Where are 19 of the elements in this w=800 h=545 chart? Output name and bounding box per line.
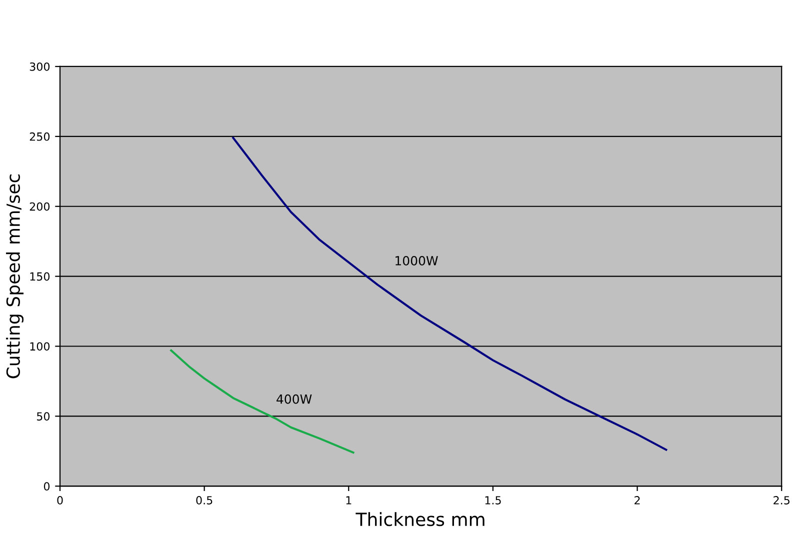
x-tick-label: 0.5: [196, 496, 212, 504]
series-label: 400W: [276, 394, 312, 404]
x-tick-label: 2: [634, 496, 640, 504]
x-tick-label: 1.5: [485, 496, 501, 504]
y-tick-label: 200: [30, 202, 50, 211]
line-series: [170, 349, 354, 454]
y-tick-label: 50: [36, 412, 50, 421]
x-tick-label: 0: [57, 496, 63, 504]
y-tick-label: 250: [30, 132, 50, 141]
y-tick-label: 100: [30, 342, 50, 351]
line-series: [232, 136, 668, 451]
text: 1000W: [396, 256, 438, 266]
y-tick-label: 150: [30, 272, 50, 281]
y-tick-label: 300: [30, 62, 50, 71]
x-axis-title: Thickness mm: [356, 512, 484, 526]
x-tick-label: 2.5: [774, 496, 790, 504]
y-axis-title: Cutting Speed mm/sec: [6, 174, 24, 378]
y-tick-label: 0: [44, 482, 50, 491]
x-tick-label: 1: [346, 496, 352, 504]
